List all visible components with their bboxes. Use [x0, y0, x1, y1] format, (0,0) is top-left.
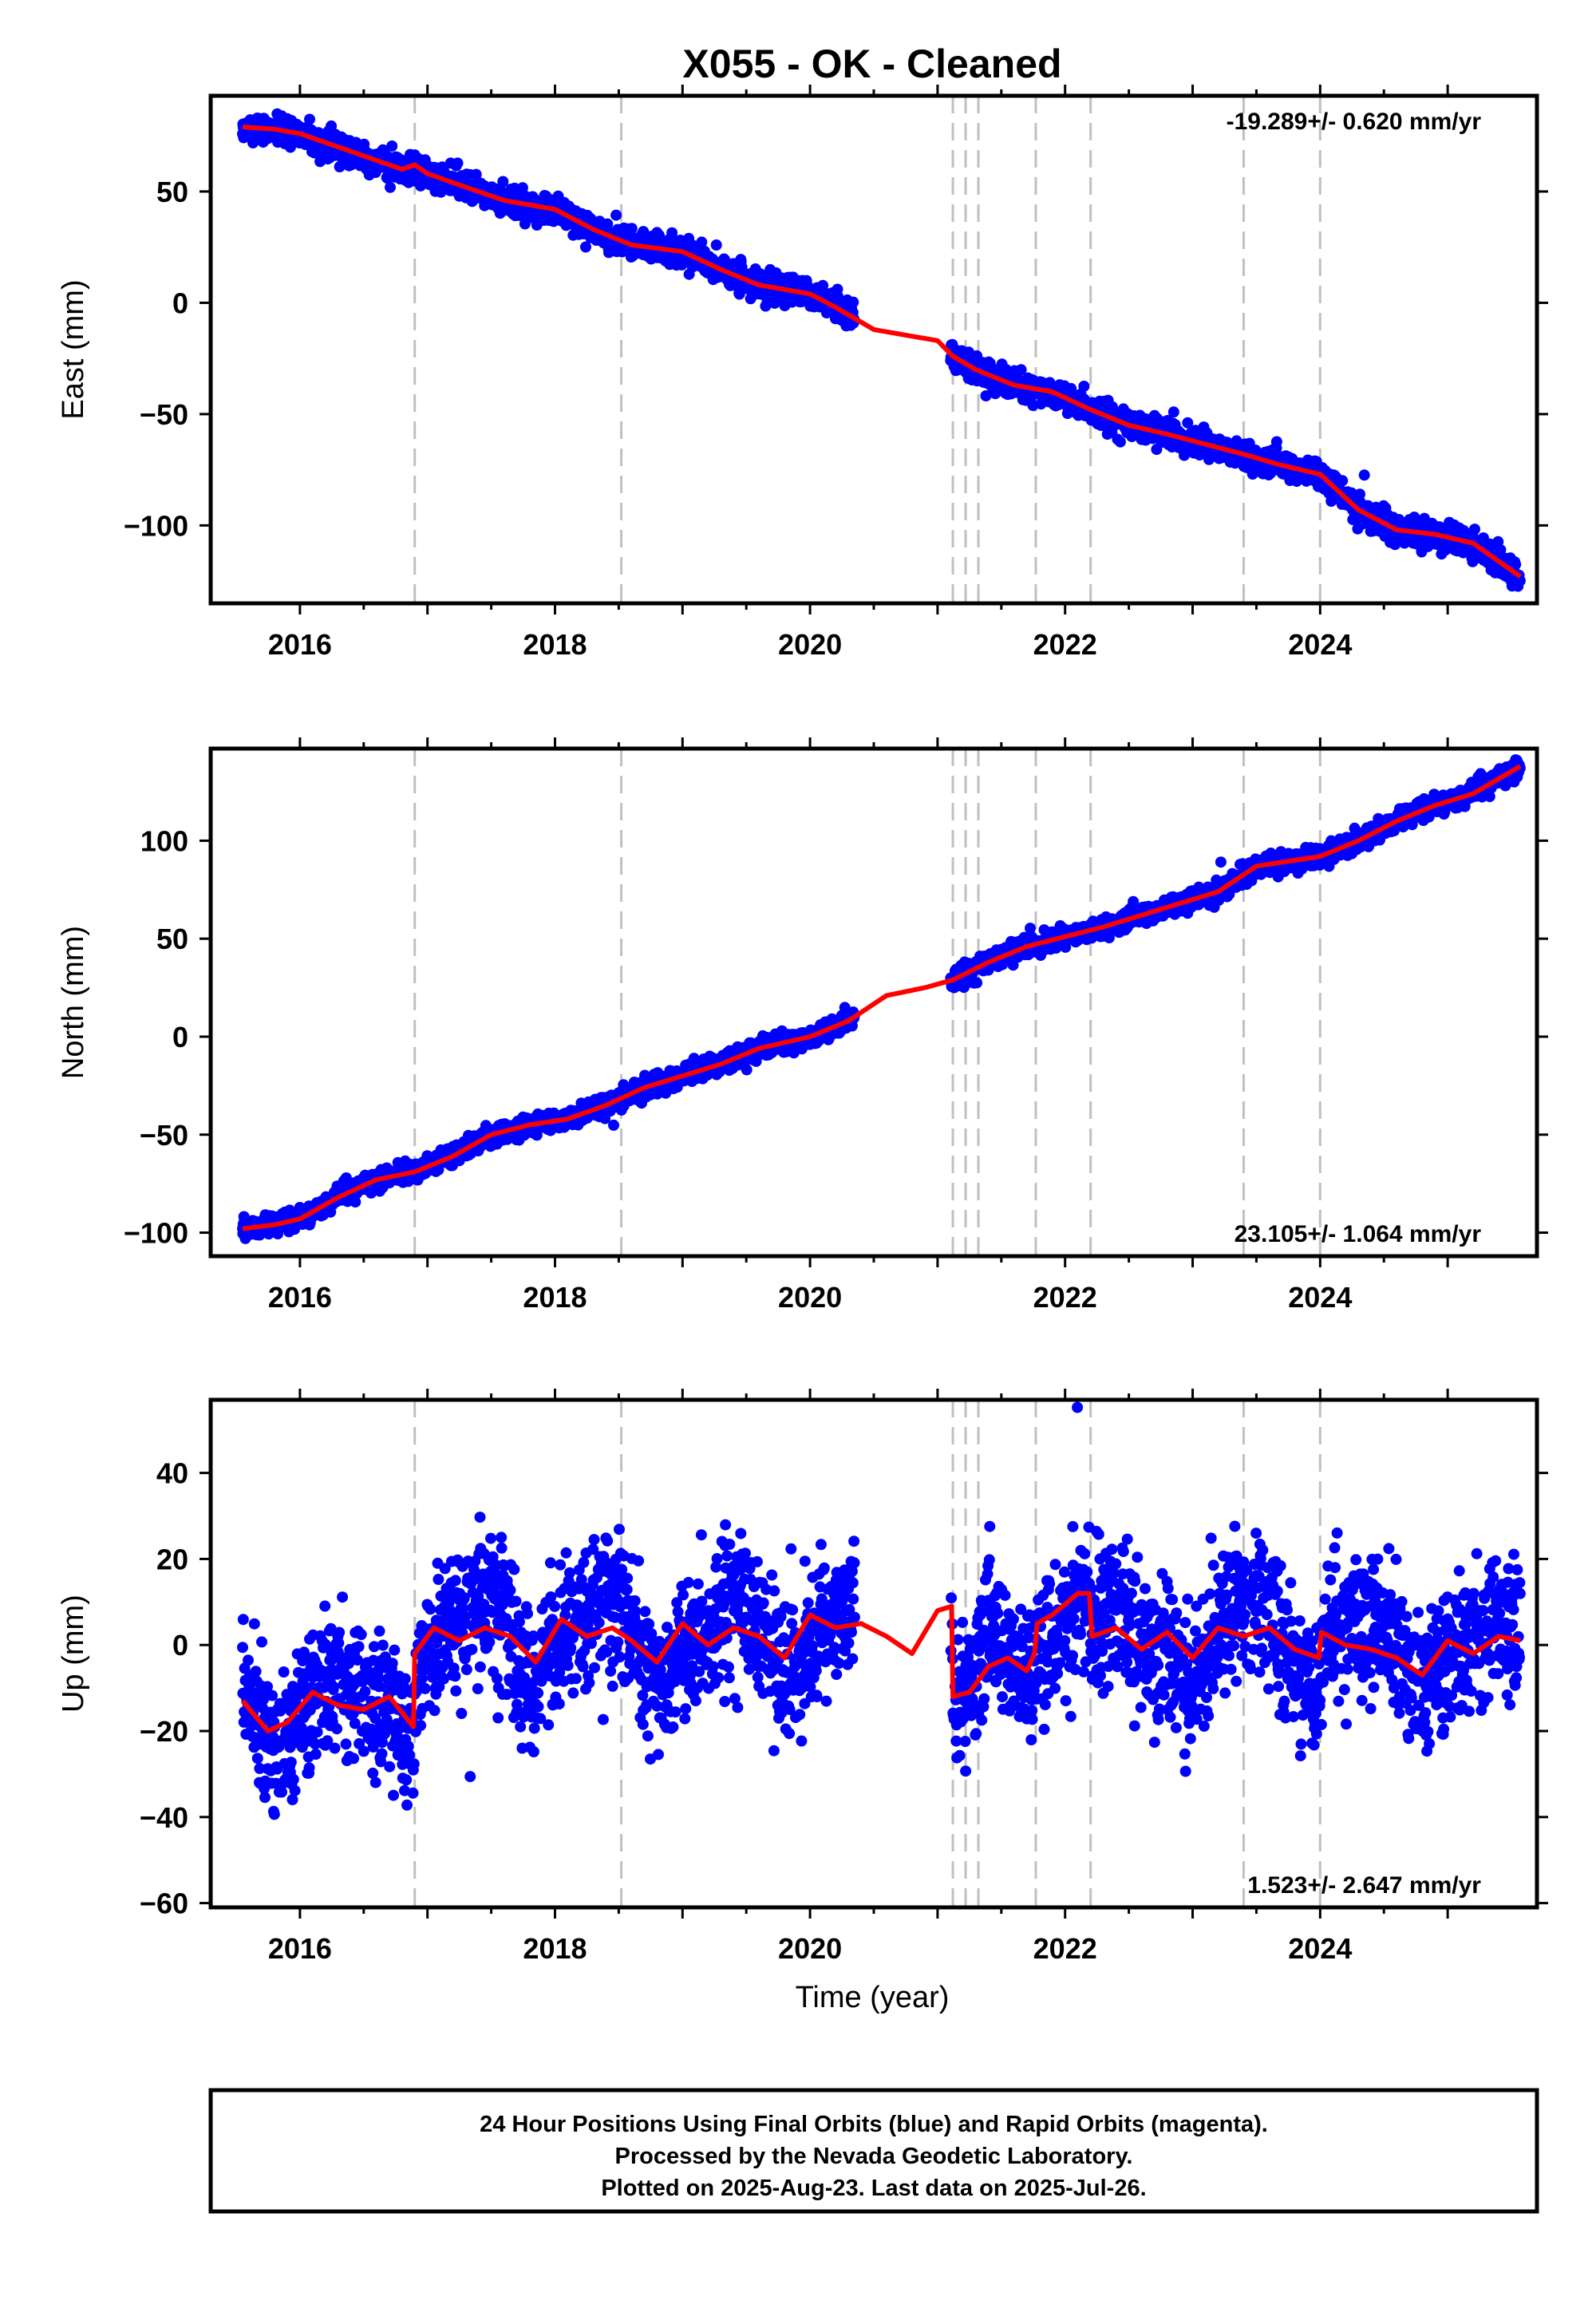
data-point [839, 1002, 851, 1014]
data-point [385, 181, 396, 193]
data-point [1025, 923, 1036, 935]
data-point [1167, 406, 1179, 418]
data-point [580, 241, 591, 253]
data-point [1015, 364, 1027, 376]
data-point [608, 1119, 619, 1131]
data-point [1358, 469, 1370, 481]
y-tick-label: −100 [124, 509, 188, 542]
data-point [326, 120, 338, 132]
data-point [1510, 559, 1522, 571]
data-point [741, 1064, 753, 1076]
data-point [1337, 475, 1349, 487]
data-point [1182, 417, 1194, 429]
y-tick-label: 50 [156, 176, 188, 208]
data-point [304, 113, 315, 125]
data-point [350, 1196, 361, 1208]
data-point [736, 261, 748, 273]
rate-annotation: -19.289+/- 0.620 mm/yr [1227, 109, 1482, 135]
data-point [1103, 932, 1115, 944]
x-tick-label: 2020 [778, 628, 842, 661]
x-tick-label: 2018 [523, 628, 587, 661]
data-point [710, 239, 722, 251]
x-tick-label: 2016 [268, 628, 332, 661]
y-axis-label: East (mm) [57, 279, 90, 419]
data-point [334, 161, 346, 172]
data-point [1078, 381, 1090, 392]
data-point [1514, 575, 1526, 587]
data-point [1128, 895, 1140, 907]
data-point [817, 279, 829, 291]
x-tick-label: 2022 [1033, 628, 1097, 661]
data-point [386, 140, 398, 152]
figure-title: X055 - OK - Cleaned [682, 41, 1061, 86]
final-orbit-points [237, 108, 1526, 592]
plot-area [237, 749, 1526, 1256]
plot-area [237, 96, 1526, 603]
east-panel: 2016 2018 2020 2022 2024 −100 −50 0 50 East (mm) -… [57, 85, 1548, 661]
data-point [497, 176, 509, 188]
y-tick-label: −50 [140, 398, 188, 431]
data-point [610, 209, 622, 221]
data-point [1114, 436, 1126, 448]
y-tick-label: 0 [172, 287, 188, 319]
data-point [971, 977, 983, 989]
data-point [626, 223, 638, 235]
model-fit-line [242, 124, 1522, 579]
data-point [1469, 524, 1480, 536]
data-point [696, 236, 708, 248]
data-point [452, 157, 464, 169]
data-point [1495, 544, 1507, 555]
data-point [847, 296, 859, 308]
x-tick-label: 2024 [1288, 628, 1352, 661]
data-point [1270, 436, 1282, 448]
data-point [1007, 959, 1019, 971]
